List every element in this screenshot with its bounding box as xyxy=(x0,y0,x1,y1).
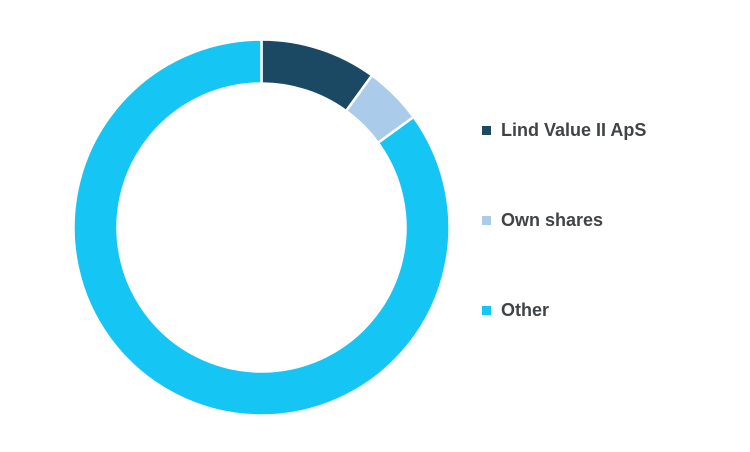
legend-label: Own shares xyxy=(501,210,604,230)
donut-svg xyxy=(72,38,451,417)
legend-swatch-icon xyxy=(482,305,491,315)
legend-item-lind-value-ii-aps: Lind Value II ApS xyxy=(482,119,646,141)
legend-swatch-icon xyxy=(482,125,491,135)
legend-label: Other xyxy=(501,300,550,320)
legend-item-own-shares: Own shares xyxy=(482,209,646,231)
legend-item-other: Other xyxy=(482,299,646,321)
chart-legend: Lind Value II ApS Own shares Other xyxy=(482,119,646,321)
legend-label: Lind Value II ApS xyxy=(501,120,647,140)
legend-swatch-icon xyxy=(482,215,491,225)
donut-chart xyxy=(72,38,451,417)
donut-segment-other xyxy=(72,38,451,417)
